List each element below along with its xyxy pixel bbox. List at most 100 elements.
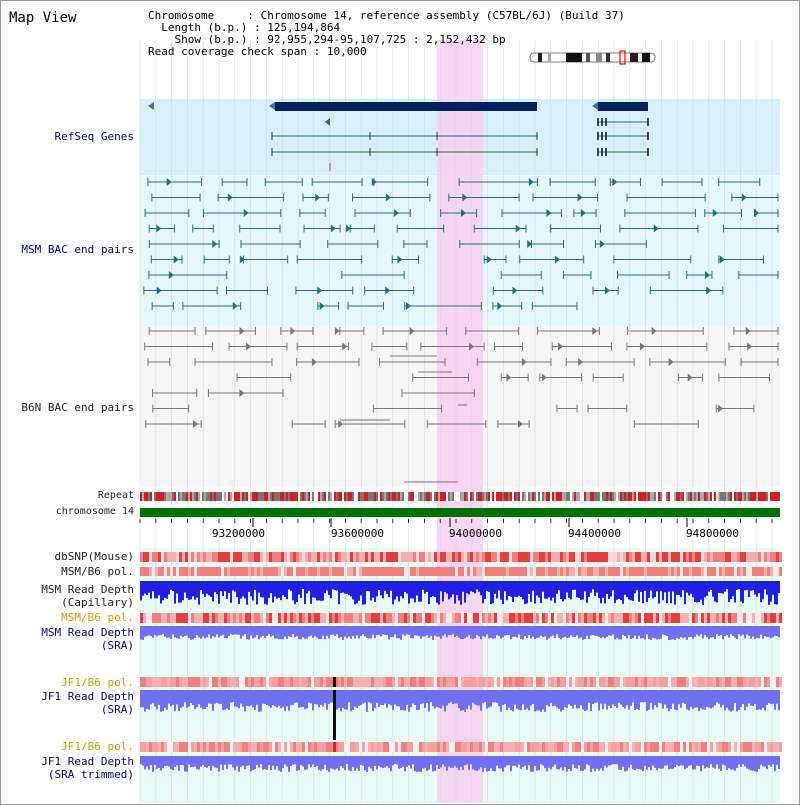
msm-depth-cap-bar (178, 581, 180, 603)
msm-depth-cap-bar (516, 581, 518, 598)
msm-depth-sra-bar (710, 626, 712, 638)
dbsnp-mark (509, 552, 512, 562)
repeat-mark (278, 492, 280, 501)
msm-depth-cap-bar (542, 581, 544, 592)
jf1-depth-trim-bar (710, 756, 712, 765)
repeat-mark (702, 492, 704, 501)
msm-b6-pol-1-mark (386, 567, 389, 576)
jf1-b6-pol-1-mark (488, 677, 491, 687)
msm-b6-pol-1-mark (299, 567, 302, 576)
jf1-b6-pol-2-mark (671, 742, 674, 752)
jf1-depth-trim-bar (694, 756, 696, 770)
msm-depth-cap-bar (464, 581, 466, 603)
jf1-depth-sra-bar (506, 690, 508, 711)
jf1-depth-trim-bar (444, 756, 446, 767)
jf1-b6-pol-2-mark (767, 742, 770, 752)
jf1-b6-pol-1-mark (485, 677, 488, 687)
msm-depth-cap-bar (280, 581, 282, 601)
track-label-msm-depth-sra-1[interactable]: MSM Read Depth (41, 626, 134, 639)
msm-b6-pol-2-mark (173, 613, 176, 623)
jf1-depth-trim-bar (336, 756, 338, 769)
msm-b6-pol-2-mark (632, 613, 635, 623)
jf1-depth-sra-bar (484, 690, 486, 703)
jf1-b6-pol-2-mark (572, 742, 575, 752)
track-label-repeat[interactable]: Repeat (97, 490, 134, 501)
track-label-msm-depth-cap-1[interactable]: MSM Read Depth (41, 583, 134, 596)
msm-depth-cap-bar (460, 581, 462, 605)
jf1-depth-trim-bar (632, 756, 634, 770)
jf1-b6-pol-2-mark (749, 742, 752, 752)
jf1-depth-trim-bar (320, 756, 322, 771)
jf1-depth-sra-bar (746, 690, 748, 707)
dbsnp-mark (560, 552, 563, 562)
msm-b6-pol-2-mark (617, 613, 620, 623)
repeat-mark (442, 492, 444, 501)
msm-b6-pol-2-mark (485, 613, 488, 623)
msm-depth-sra-bar (224, 626, 226, 639)
jf1-b6-pol-1-mark (383, 677, 386, 687)
msm-depth-sra-bar (228, 626, 230, 636)
track-label-dbsnp[interactable]: dbSNP(Mouse) (54, 550, 134, 563)
jf1-b6-pol-1-mark (314, 677, 317, 687)
jf1-depth-trim-bar (324, 756, 326, 765)
msm-depth-cap-bar (424, 581, 426, 594)
repeat-mark (368, 492, 370, 501)
jf1-depth-trim-bar (276, 756, 278, 766)
msm-depth-cap-bar (356, 581, 358, 604)
msm-b6-pol-1-mark (506, 567, 509, 576)
msm-depth-cap-bar (402, 581, 404, 599)
msm-b6-pol-2-mark (386, 613, 389, 623)
jf1-depth-trim-bar (532, 756, 534, 772)
jf1-depth-trim-bar (516, 756, 518, 768)
jf1-depth-trim-bar (256, 756, 258, 765)
jf1-depth-trim-bar (166, 756, 168, 766)
msm-b6-pol-1-mark (560, 567, 563, 576)
msm-b6-pol-1-mark (662, 567, 665, 576)
b6n-bac-pair-arrow (592, 327, 598, 335)
msm-b6-pol-1-mark (563, 567, 566, 576)
repeat-mark (426, 492, 428, 501)
jf1-depth-sra-bar (490, 690, 492, 707)
jf1-depth-sra-bar (568, 690, 570, 705)
msm-b6-pol-1-mark (155, 567, 158, 576)
track-label-jf1-depth-trim-1[interactable]: JF1 Read Depth (41, 755, 134, 768)
msm-b6-pol-1-mark (485, 567, 488, 576)
msm-depth-sra-bar (186, 626, 188, 636)
msm-b6-pol-2-mark (710, 613, 713, 623)
repeat-mark (162, 492, 164, 501)
repeat-mark (734, 492, 736, 501)
b6n-bac-pair-arrow (651, 327, 657, 335)
dbsnp-mark (455, 552, 458, 562)
jf1-depth-trim-bar (518, 756, 520, 765)
jf1-depth-sra-bar (232, 690, 234, 703)
track-label-b6n-bac[interactable]: B6N BAC end pairs (21, 401, 134, 414)
msm-depth-sra-bar (152, 626, 154, 638)
track-label-msm-b6-pol-2[interactable]: MSM/B6 pol. (61, 611, 134, 624)
jf1-b6-pol-2-mark (659, 742, 662, 752)
track-label-jf1-b6-pol-2[interactable]: JF1/B6 pol. (61, 740, 134, 753)
msm-depth-cap-bar (162, 581, 164, 601)
jf1-depth-trim-bar (278, 756, 280, 771)
msm-b6-pol-1-mark (548, 567, 551, 576)
jf1-depth-trim-bar (778, 756, 780, 769)
repeat-mark (568, 492, 570, 501)
jf1-depth-sra-bar (430, 690, 432, 703)
repeat-mark (340, 492, 342, 501)
jf1-depth-trim-bar (594, 756, 596, 772)
track-label-jf1-b6-pol-1[interactable]: JF1/B6 pol. (61, 676, 134, 689)
track-label-refseq[interactable]: RefSeq Genes (54, 130, 134, 143)
jf1-depth-sra-bar (750, 690, 752, 706)
track-label-msm-bac[interactable]: MSM BAC end pairs (21, 243, 134, 256)
track-label-msm-b6-pol-1[interactable]: MSM/B6 pol. (61, 565, 134, 578)
jf1-b6-pol-1-mark (458, 677, 461, 687)
jf1-depth-sra-bar (422, 690, 424, 704)
msm-depth-sra-bar (746, 626, 748, 635)
jf1-b6-pol-1-mark (179, 677, 182, 687)
msm-depth-sra-bar (736, 626, 738, 639)
jf1-b6-pol-1-mark (479, 677, 482, 687)
jf1-b6-pol-1-mark (752, 677, 755, 687)
dbsnp-mark (683, 552, 686, 562)
jf1-depth-trim-bar (560, 756, 562, 768)
track-label-jf1-depth-sra-1[interactable]: JF1 Read Depth (41, 690, 134, 703)
jf1-depth-sra-bar (178, 690, 180, 711)
